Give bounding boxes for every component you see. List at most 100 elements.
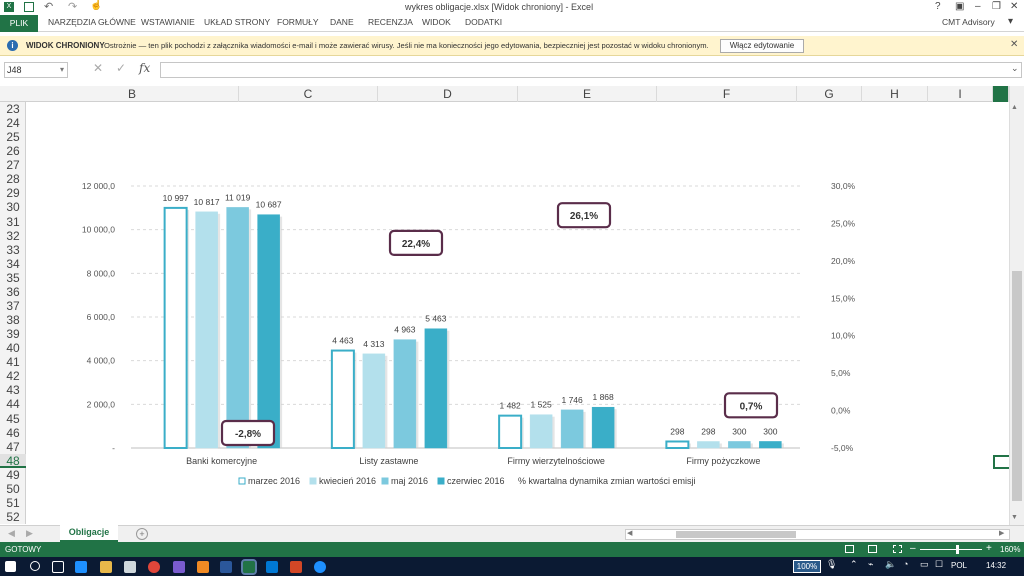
horizontal-scroll-thumb[interactable] <box>676 531 796 538</box>
row-header-40[interactable]: 40 <box>6 341 20 356</box>
chevron-up-icon[interactable]: ⌃ <box>850 559 858 569</box>
enter-icon[interactable]: ✓ <box>116 61 127 75</box>
column-header-h[interactable]: H <box>862 86 928 102</box>
zoom-level[interactable]: 160% <box>1000 545 1021 554</box>
row-header-37[interactable]: 37 <box>6 298 20 313</box>
column-header-d[interactable]: D <box>378 86 518 102</box>
start-icon[interactable] <box>5 561 16 572</box>
sheet-tab-obligacje[interactable]: Obligacje <box>60 525 118 542</box>
restore-button[interactable]: ❐ <box>992 1 1001 12</box>
vertical-scroll-thumb[interactable] <box>1012 271 1022 501</box>
row-header-43[interactable]: 43 <box>6 383 20 398</box>
scroll-up-icon[interactable]: ▲ <box>1011 104 1018 111</box>
account-dropdown-icon[interactable]: ▾ <box>1008 16 1014 27</box>
page-layout-view-icon[interactable] <box>868 545 877 553</box>
row-header-47[interactable]: 47 <box>6 439 20 454</box>
excel-icon[interactable] <box>241 559 257 575</box>
row-header-48[interactable]: 48 <box>0 453 26 468</box>
row-header-49[interactable]: 49 <box>6 467 20 482</box>
network-icon[interactable]: ⌁ <box>868 559 874 569</box>
scroll-right-icon[interactable]: ▶ <box>999 530 1005 537</box>
close-icon[interactable]: ✕ <box>1010 39 1019 50</box>
tab-view[interactable]: WIDOK <box>422 17 451 27</box>
vertical-scrollbar[interactable]: ▲ ▼ <box>1009 86 1024 526</box>
row-header-27[interactable]: 27 <box>6 158 20 173</box>
save-icon[interactable] <box>24 2 34 12</box>
wifi-icon[interactable]: ◔ <box>903 559 909 569</box>
undo-icon[interactable]: ↶ <box>44 1 54 13</box>
onenote-icon[interactable] <box>173 561 185 573</box>
account-name[interactable]: CMT Advisory <box>942 17 995 27</box>
row-header-31[interactable]: 31 <box>6 214 20 229</box>
microphone-icon[interactable]: 🎙 <box>826 559 838 569</box>
clock[interactable]: 14:32 <box>986 561 1007 570</box>
row-header-51[interactable]: 51 <box>6 495 20 510</box>
battery-icon[interactable]: ▭ <box>920 559 929 569</box>
column-header-c[interactable]: C <box>239 86 378 102</box>
edge-icon[interactable] <box>314 561 326 573</box>
row-header-23[interactable]: 23 <box>6 102 20 116</box>
name-box[interactable]: J48 ▾ <box>4 62 68 78</box>
prev-sheet-icon[interactable]: ◀ <box>8 528 15 538</box>
zoom-slider-thumb[interactable] <box>956 545 959 554</box>
word-icon[interactable] <box>220 561 232 573</box>
vlc-icon[interactable] <box>197 561 209 573</box>
desktop-app-icon[interactable] <box>75 561 87 573</box>
tab-addins[interactable]: DODATKI <box>465 17 503 27</box>
row-header-35[interactable]: 35 <box>6 270 20 285</box>
scroll-down-icon[interactable]: ▼ <box>1011 514 1018 521</box>
row-header-45[interactable]: 45 <box>6 411 20 426</box>
row-header-25[interactable]: 25 <box>6 130 20 145</box>
store-icon[interactable] <box>124 561 136 573</box>
formula-input[interactable] <box>160 62 1022 78</box>
enable-editing-button[interactable]: Włącz edytowanie <box>720 39 804 53</box>
zoom-in-icon[interactable]: + <box>986 543 992 554</box>
cancel-icon[interactable]: ✕ <box>93 61 104 75</box>
column-header-g[interactable]: G <box>797 86 862 102</box>
scroll-left-icon[interactable]: ◀ <box>627 530 633 537</box>
powerpoint-icon[interactable] <box>290 561 302 573</box>
row-header-52[interactable]: 52 <box>6 510 20 525</box>
normal-view-icon[interactable] <box>845 545 854 553</box>
row-header-46[interactable]: 46 <box>6 425 20 440</box>
zoom-badge[interactable]: 100% <box>793 560 821 573</box>
row-header-42[interactable]: 42 <box>6 369 20 384</box>
tab-formulas[interactable]: FORMUŁY <box>277 17 319 27</box>
volume-icon[interactable]: 🔈 <box>885 559 897 569</box>
help-button[interactable]: ? <box>935 1 941 12</box>
row-header-41[interactable]: 41 <box>6 355 20 370</box>
outlook-icon[interactable] <box>266 561 278 573</box>
column-header-j[interactable] <box>993 86 1009 102</box>
row-header-33[interactable]: 33 <box>6 242 20 257</box>
horizontal-scrollbar[interactable]: ◀ ▶ <box>625 529 1010 540</box>
row-header-30[interactable]: 30 <box>6 200 20 215</box>
ribbon-display-button[interactable]: ▣ <box>955 1 965 12</box>
notification-icon[interactable]: ☐ <box>935 559 944 569</box>
row-header-29[interactable]: 29 <box>6 186 20 201</box>
next-sheet-icon[interactable]: ▶ <box>26 528 33 538</box>
expand-formula-icon[interactable]: ⌄ <box>1011 63 1019 73</box>
zoom-out-icon[interactable]: – <box>910 543 916 554</box>
insert-function-icon[interactable]: fx <box>139 61 151 75</box>
chrome-icon[interactable] <box>148 561 160 573</box>
language-indicator[interactable]: POL <box>951 561 968 570</box>
column-header-e[interactable]: E <box>518 86 657 102</box>
zoom-slider[interactable] <box>920 549 982 550</box>
column-header-b[interactable]: B <box>26 86 239 102</box>
row-header-24[interactable]: 24 <box>6 116 20 131</box>
row-header-28[interactable]: 28 <box>6 172 20 187</box>
row-header-36[interactable]: 36 <box>6 284 20 299</box>
page-break-view-icon[interactable] <box>893 545 902 553</box>
minimize-button[interactable]: – <box>975 1 981 12</box>
add-sheet-icon[interactable]: + <box>136 528 148 540</box>
tab-data[interactable]: DANE <box>330 17 354 27</box>
column-header-i[interactable]: I <box>928 86 993 102</box>
row-header-44[interactable]: 44 <box>6 397 20 412</box>
redo-icon[interactable]: ↷ <box>68 1 78 13</box>
touch-mode-icon[interactable]: ☝ <box>90 0 103 11</box>
tab-insert[interactable]: WSTAWIANIE <box>141 17 195 27</box>
file-explorer-icon[interactable] <box>100 561 112 573</box>
row-header-38[interactable]: 38 <box>6 313 20 328</box>
close-button[interactable]: ✕ <box>1010 1 1019 12</box>
bar-chart[interactable]: - 2 000,0 4 000,0 6 000,0 8 000,0 10 000,0 12 … <box>26 102 1009 524</box>
